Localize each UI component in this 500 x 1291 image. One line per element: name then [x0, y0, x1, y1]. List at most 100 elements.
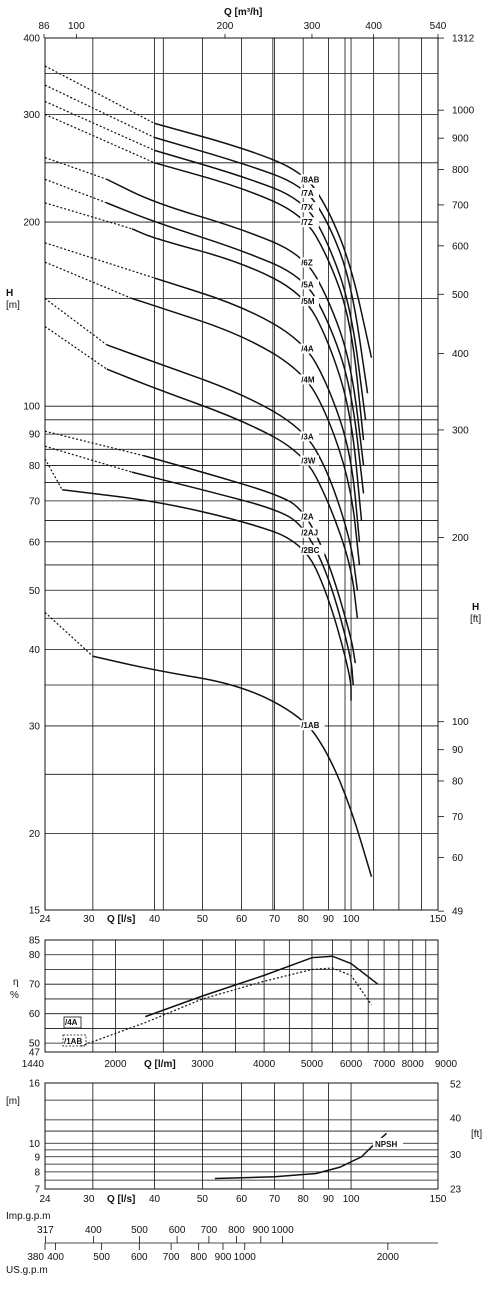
curve-label-bg-3a	[300, 431, 319, 442]
imp-tick-700: 700	[201, 1225, 218, 1236]
curve-dotted-4m	[44, 261, 133, 300]
npsh-right-ticks: 52 40 30 23	[450, 1080, 462, 1196]
bottom-tick-150: 150	[430, 914, 447, 925]
curve-label-bg-7z	[300, 217, 319, 228]
npsh-x-tick-24: 24	[39, 1194, 51, 1205]
bottom-tick-60: 60	[236, 914, 248, 925]
npsh-x-tick-100: 100	[343, 1194, 360, 1205]
imp-gpm-label: Imp.g.p.m	[6, 1211, 50, 1222]
curve-label-bg-7a	[300, 187, 319, 198]
efficiency-legend: /4A /1AB	[62, 1016, 87, 1047]
curve-label-2a: /2A	[301, 513, 314, 522]
npsh-gridlines	[45, 1083, 438, 1189]
head-flow-chart: Q [m³/h] 86 100 200 300 400 540 400 300 200 100 9…	[6, 7, 481, 925]
us-tick-900: 900	[215, 1252, 232, 1263]
curve-4m	[131, 297, 361, 566]
pump-curves: /8AB/7A/7X/7Z/6Z/5A/5M/4A/4M/3A/3W/2A/2A…	[44, 65, 373, 877]
eff-x-tick-6000: 6000	[340, 1059, 363, 1070]
curve-dotted-2aj	[44, 445, 133, 473]
left-tick-30: 30	[29, 721, 41, 732]
curve-8ab	[154, 122, 373, 358]
legend-label-1ab: /1AB	[64, 1037, 82, 1046]
npsh-left-unit: [m]	[6, 1096, 20, 1107]
npsh-label-bg	[373, 1137, 403, 1149]
right-tick-60: 60	[452, 853, 464, 864]
us-tick-800: 800	[190, 1252, 207, 1263]
curve-dotted-7a	[44, 84, 155, 139]
main-plot-frame	[44, 37, 439, 911]
curve-label-bg-1ab	[300, 720, 325, 731]
curve-dotted-2bc	[44, 458, 63, 491]
right-tick-300: 300	[452, 425, 469, 436]
right-tick-1000: 1000	[452, 106, 475, 117]
curve-label-7x: /7X	[301, 203, 314, 212]
left-tick-80: 80	[29, 461, 41, 472]
npsh-x-tick-40: 40	[149, 1194, 161, 1205]
right-tick-900: 900	[452, 134, 469, 145]
npsh-x-label: Q [l/s]	[107, 1194, 135, 1205]
curve-label-bg-3w	[300, 455, 319, 466]
right-tick-700: 700	[452, 200, 469, 211]
left-tick-100: 100	[23, 402, 40, 413]
right-tick-90: 90	[452, 745, 464, 756]
npsh-curve-group: NPSH	[214, 1132, 403, 1180]
us-tick-380: 380	[27, 1252, 44, 1263]
right-tick-400: 400	[452, 349, 469, 360]
imp-tick-1000: 1000	[271, 1225, 294, 1236]
left-tick-40: 40	[29, 645, 41, 656]
curve-dotted-6z	[44, 156, 107, 180]
curve-label-1ab: /1AB	[301, 721, 319, 730]
eff-y-tick-47: 47	[29, 1048, 41, 1059]
left-axis-label-unit: [m]	[6, 300, 20, 311]
imp-tick-800: 800	[228, 1225, 245, 1236]
curve-label-bg-7x	[300, 202, 319, 213]
npsh-curve-label: NPSH	[375, 1140, 397, 1149]
curve-label-bg-5m	[300, 296, 319, 307]
right-tick-600: 600	[452, 241, 469, 252]
left-tick-200: 200	[23, 218, 40, 229]
eff-curve-1ab	[80, 967, 372, 1047]
efficiency-gridlines	[45, 940, 438, 1052]
top-axis-ticks: 86 100 200 300 400 540	[38, 21, 447, 38]
right-tick-500: 500	[452, 290, 469, 301]
curve-5m	[131, 228, 363, 521]
npsh-x-tick-90: 90	[323, 1194, 335, 1205]
left-tick-300: 300	[23, 110, 40, 121]
us-tick-700: 700	[163, 1252, 180, 1263]
main-gridlines	[45, 38, 438, 910]
curve-dotted-4a	[44, 242, 155, 279]
left-tick-400: 400	[23, 34, 40, 45]
us-tick-2000: 2000	[377, 1252, 400, 1263]
right-tick-800: 800	[452, 165, 469, 176]
curve-1ab	[92, 655, 373, 877]
npsh-plot-frame	[44, 1082, 439, 1190]
eff-x-tick-7000: 7000	[373, 1059, 396, 1070]
curve-dotted-3a	[44, 298, 108, 346]
curve-label-bg-4m	[300, 374, 319, 385]
npsh-x-tick-30: 30	[83, 1194, 95, 1205]
npsh-right-tick-23: 23	[450, 1184, 462, 1195]
gpm-scales: Imp.g.p.m 317 400 500 600 700 800 900 1000 380 4…	[6, 1211, 438, 1276]
curve-2a	[143, 454, 357, 664]
bottom-axis-label: Q [l/s]	[107, 914, 135, 925]
eff-curve-4a	[145, 955, 379, 1018]
npsh-left-tick-10: 10	[29, 1139, 41, 1150]
bottom-axis-ticks: 24 30 40 50 60 70 80 90 100 150	[39, 914, 446, 925]
top-axis-label: Q [m³/h]	[224, 7, 262, 18]
curve-dotted-5m	[44, 202, 133, 230]
curve-label-7z: /7Z	[301, 218, 313, 227]
npsh-x-tick-80: 80	[298, 1194, 310, 1205]
curve-label-4m: /4M	[301, 375, 315, 384]
npsh-x-tick-70: 70	[269, 1194, 281, 1205]
left-tick-20: 20	[29, 829, 41, 840]
eff-x-tick-5000: 5000	[301, 1059, 324, 1070]
curve-5a	[106, 202, 365, 494]
npsh-left-ticks: 16 10 9 8 7	[29, 1079, 41, 1196]
imp-tick-600: 600	[169, 1225, 186, 1236]
curve-label-6z: /6Z	[301, 259, 313, 268]
left-tick-60: 60	[29, 537, 41, 548]
curve-label-5m: /5M	[301, 297, 315, 306]
efficiency-eta-label: η	[13, 977, 19, 988]
npsh-left-tick-7: 7	[34, 1185, 40, 1196]
